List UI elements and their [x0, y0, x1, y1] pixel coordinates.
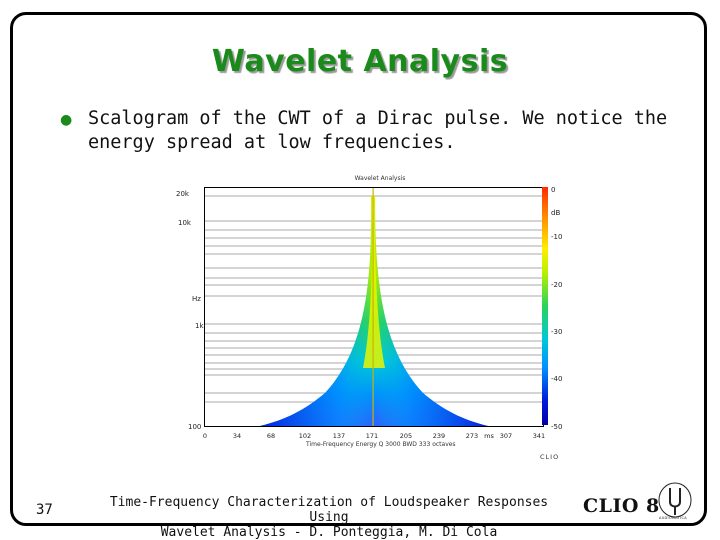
scalogram-axis-title: Time-Frequency Energy Q 3000 BWD 333 oct… [306, 441, 456, 448]
logo-caption: AUDIOMATICA [659, 516, 687, 520]
x-tick-341: 341 [532, 432, 546, 440]
logo-text: CLIO 8 [583, 495, 660, 517]
x-tick-102: 102 [298, 432, 312, 440]
x-tick-34: 34 [232, 432, 242, 440]
tuning-fork-icon [658, 482, 692, 518]
scalogram-plot [204, 187, 544, 427]
scalogram-title: Wavelet Analysis [354, 175, 406, 182]
y-tick-100: 100 [188, 423, 202, 431]
energy-core [363, 196, 385, 368]
colorbar-tick-40: -40 [551, 375, 563, 383]
clio-brand-label: CLIO [540, 453, 560, 461]
x-tick-137: 137 [332, 432, 346, 440]
footer-line-1: Time-Frequency Characterization of Louds… [109, 495, 549, 525]
x-unit-label: ms [484, 432, 494, 440]
colorbar-tick-30: -30 [551, 328, 563, 336]
footer-line-2: Wavelet Analysis - D. Ponteggia, M. Di C… [160, 525, 498, 540]
x-tick-307: 307 [499, 432, 513, 440]
footer-citation: Time-Frequency Characterization of Louds… [96, 495, 562, 540]
x-tick-171: 171 [365, 432, 379, 440]
colorbar-unit: dB [551, 209, 561, 217]
bullet-text: Scalogram of the CWT of a Dirac pulse. W… [88, 108, 668, 153]
y-tick-1k: 1k [195, 322, 204, 330]
y-unit-label: Hz [192, 295, 201, 303]
colorbar-tick-50: -50 [551, 423, 563, 431]
pulse-line [372, 188, 374, 426]
bullet-marker: ● [60, 112, 73, 128]
x-tick-239: 239 [432, 432, 446, 440]
y-tick-10k: 10k [178, 219, 191, 227]
slide-title: Wavelet Analysis [211, 44, 509, 79]
scalogram-svg [205, 188, 543, 426]
clio-logo: CLIO 8 AUDIOMATICA [583, 482, 693, 522]
colorbar-tick-0: 0 [551, 186, 556, 194]
x-tick-68: 68 [266, 432, 276, 440]
x-tick-0: 0 [202, 432, 208, 440]
x-tick-205: 205 [399, 432, 413, 440]
colorbar-tick-10: -10 [551, 233, 563, 241]
colorbar [542, 187, 548, 425]
colorbar-tick-20: -20 [551, 281, 563, 289]
y-tick-20k: 20k [176, 190, 189, 198]
x-tick-273: 273 [465, 432, 479, 440]
page-number: 37 [36, 502, 53, 518]
